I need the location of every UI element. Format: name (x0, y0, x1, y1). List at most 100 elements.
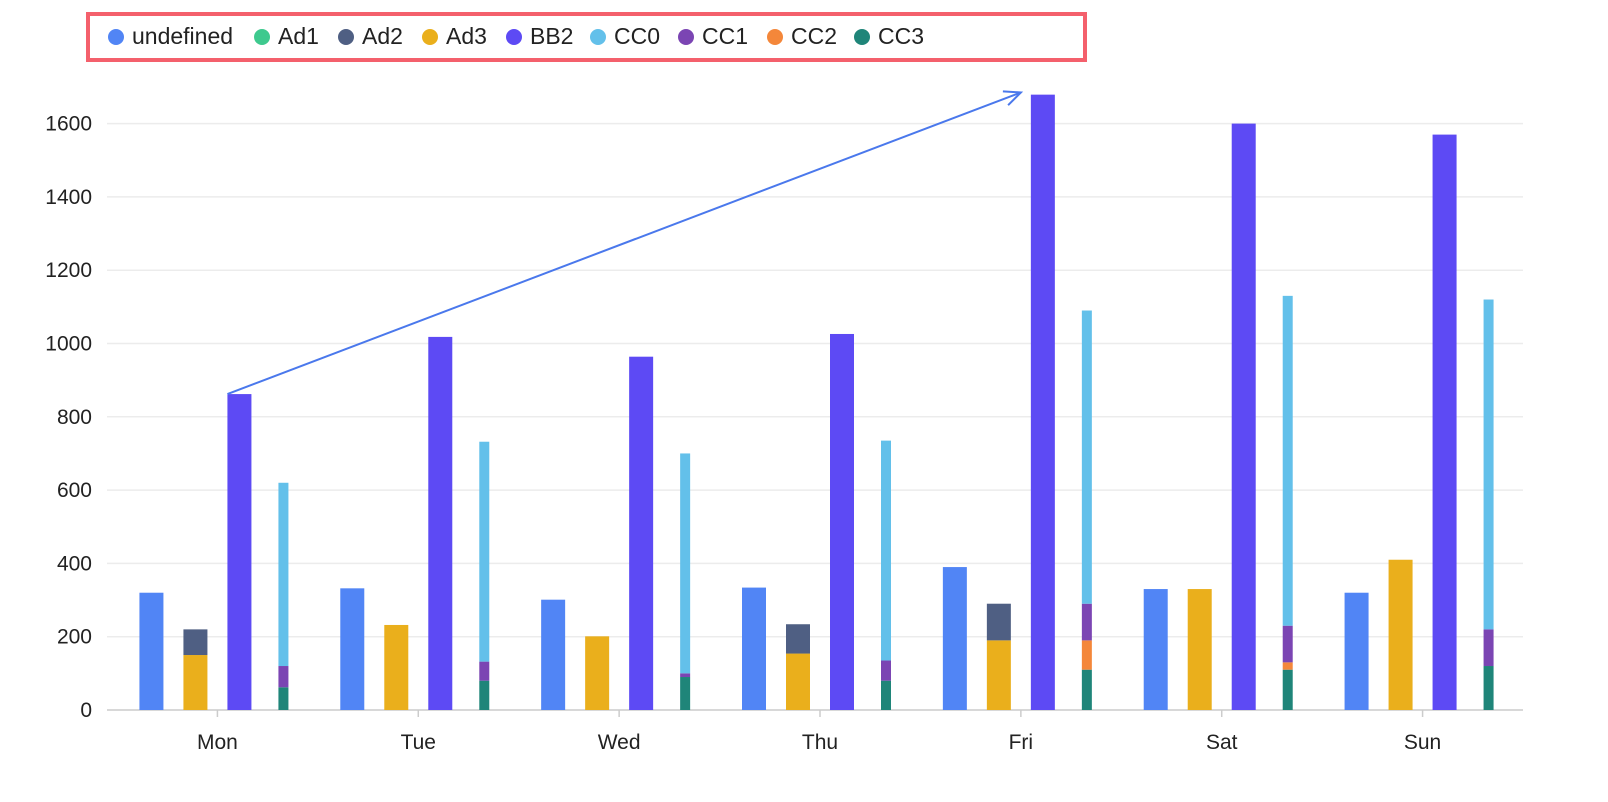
bar-undefined-wed[interactable] (541, 599, 566, 710)
bar-undefined-fri[interactable] (942, 567, 967, 710)
bar-ad3-fri[interactable] (986, 640, 1011, 710)
legend-label: undefined (132, 23, 233, 49)
legend-marker-ad2 (338, 29, 354, 45)
bar-bb2-mon[interactable] (227, 394, 252, 710)
bar-cc3-fri[interactable] (1081, 669, 1092, 710)
bar-bb2-tue[interactable] (428, 336, 453, 710)
legend-item-cc3[interactable]: CC3 (854, 23, 924, 49)
bar-cc0-sun[interactable] (1483, 299, 1494, 630)
y-tick-label: 800 (57, 406, 92, 429)
grid-lines (107, 122, 1523, 638)
legend-label: CC2 (791, 23, 837, 49)
bar-bb2-sun[interactable] (1432, 134, 1457, 711)
bar-ad3-sat[interactable] (1187, 589, 1212, 710)
bar-bb2-sat[interactable] (1231, 123, 1256, 711)
x-tick-label: Fri (1009, 731, 1034, 754)
bar-cc0-thu[interactable] (881, 440, 891, 661)
y-axis: 0 200 400 600 800 1000 1200 1400 1600 (45, 113, 92, 722)
y-tick-label: 1200 (45, 259, 92, 282)
legend-marker-cc0 (590, 29, 606, 45)
bar-ad3-tue[interactable] (384, 624, 409, 710)
bar-ad3-wed[interactable] (585, 636, 610, 710)
arrow-head (1002, 90, 1024, 106)
legend-label: CC3 (878, 23, 924, 49)
arrow-line (227, 91, 1022, 396)
bar-cc0-wed[interactable] (680, 453, 691, 674)
legend-item-ad1[interactable]: Ad1 (254, 23, 319, 49)
legend-label: Ad1 (278, 23, 319, 49)
bar-cc1-mon[interactable] (278, 666, 289, 688)
y-tick-label: 200 (57, 626, 92, 649)
bar-cc0-fri[interactable] (1081, 310, 1092, 604)
y-tick-label: 0 (80, 699, 92, 722)
legend-marker-cc3 (854, 29, 870, 45)
legend-label: CC1 (702, 23, 748, 49)
y-tick-label: 1000 (45, 333, 92, 356)
bar-cc1-thu[interactable] (881, 660, 891, 681)
y-tick-label: 600 (57, 479, 92, 502)
bar-ad2-mon[interactable] (183, 629, 208, 656)
bar-cc2-sat[interactable] (1282, 662, 1293, 670)
bar-cc0-mon[interactable] (278, 482, 289, 667)
legend-item-bb2[interactable]: BB2 (506, 23, 573, 49)
bar-bb2-wed[interactable] (629, 356, 654, 710)
x-tick-label: Tue (401, 731, 436, 754)
bar-ad2-thu[interactable] (786, 624, 810, 654)
bar-cc0-sat[interactable] (1282, 295, 1293, 626)
x-tick-label: Sat (1206, 731, 1238, 754)
bar-undefined-mon[interactable] (139, 592, 164, 710)
bar-bb2-thu[interactable] (830, 333, 854, 710)
legend-marker-undefined (108, 29, 124, 45)
bar-cc2-fri[interactable] (1081, 640, 1092, 670)
legend-item-undefined[interactable]: undefined (108, 23, 233, 49)
legend-label: CC0 (614, 23, 660, 49)
bar-cc3-thu[interactable] (881, 680, 891, 710)
legend-marker-bb2 (506, 29, 522, 45)
bar-cc1-sat[interactable] (1282, 625, 1293, 663)
x-tick-label: Sun (1404, 731, 1441, 754)
x-tick-label: Wed (598, 731, 641, 754)
legend-item-ad3[interactable]: Ad3 (422, 23, 487, 49)
bar-undefined-sat[interactable] (1143, 589, 1168, 710)
bar-bb2-fri[interactable] (1030, 94, 1055, 711)
bar-ad3-sun[interactable] (1388, 559, 1413, 710)
bar-cc1-tue[interactable] (479, 661, 490, 681)
bar-cc3-tue[interactable] (479, 680, 490, 710)
legend-marker-ad3 (422, 29, 438, 45)
bar-cc3-wed[interactable] (680, 677, 691, 710)
x-tick-label: Mon (197, 731, 238, 754)
bar-cc0-tue[interactable] (479, 441, 490, 662)
legend-item-cc0[interactable]: CC0 (590, 23, 660, 49)
bar-undefined-tue[interactable] (340, 588, 365, 710)
legend-marker-cc1 (678, 29, 694, 45)
legend-label: Ad3 (446, 23, 487, 49)
bar-cc3-sat[interactable] (1282, 669, 1293, 710)
annotation (227, 90, 1024, 396)
legend-label: BB2 (530, 23, 573, 49)
bar-ad3-mon[interactable] (183, 655, 208, 710)
y-tick-label: 400 (57, 552, 92, 575)
legend-item-cc2[interactable]: CC2 (767, 23, 837, 49)
bar-cc3-sun[interactable] (1483, 666, 1494, 710)
legend-marker-ad1 (254, 29, 270, 45)
bar-undefined-thu[interactable] (742, 587, 766, 710)
legend-highlight-box (86, 12, 1087, 62)
y-tick-label: 1600 (45, 113, 92, 136)
y-tick-label: 1400 (45, 186, 92, 209)
legend-item-ad2[interactable]: Ad2 (338, 23, 403, 49)
bar-cc1-sun[interactable] (1483, 629, 1494, 667)
bar-cc1-wed[interactable] (680, 673, 691, 678)
x-axis: Mon Tue Wed Thu Fri Sat Sun (107, 709, 1523, 754)
legend-marker-cc2 (767, 29, 783, 45)
bar-cc3-mon[interactable] (278, 687, 289, 710)
bar-undefined-sun[interactable] (1344, 592, 1369, 710)
bar-ad3-thu[interactable] (786, 653, 810, 710)
legend[interactable]: undefined Ad1 Ad2 Ad3 BB2 CC0 CC1 CC2 CC3 (108, 23, 924, 49)
bars (139, 94, 1494, 711)
bar-cc1-fri[interactable] (1081, 603, 1092, 641)
legend-item-cc1[interactable]: CC1 (678, 23, 748, 49)
bar-ad2-fri[interactable] (986, 603, 1011, 641)
x-tick-label: Thu (802, 731, 838, 754)
legend-label: Ad2 (362, 23, 403, 49)
